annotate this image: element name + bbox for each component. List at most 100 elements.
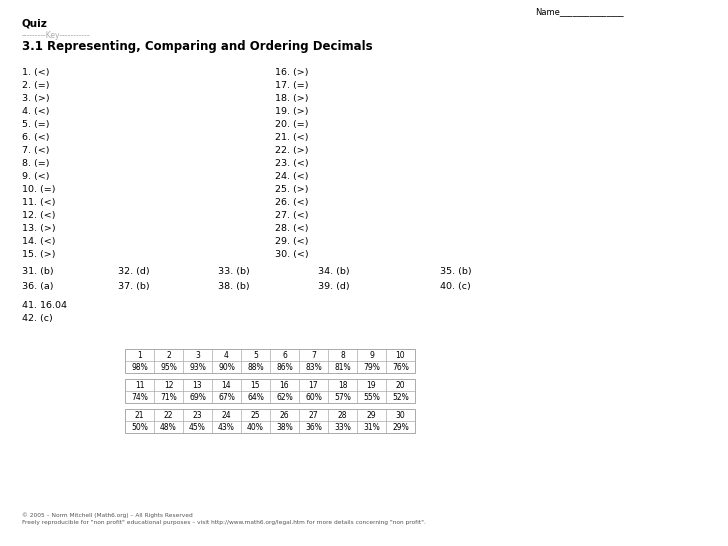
Text: 83%: 83% — [305, 363, 322, 371]
Text: 6: 6 — [282, 351, 287, 359]
Text: 10. (=): 10. (=) — [22, 185, 55, 194]
Text: 3.1 Representing, Comparing and Ordering Decimals: 3.1 Representing, Comparing and Ordering… — [22, 40, 373, 53]
Text: 60%: 60% — [305, 393, 322, 401]
Text: 15: 15 — [250, 381, 261, 389]
Text: 26: 26 — [280, 411, 289, 419]
Text: 12: 12 — [164, 381, 173, 389]
Text: 88%: 88% — [248, 363, 264, 371]
Text: 95%: 95% — [160, 363, 177, 371]
Text: 7. (<): 7. (<) — [22, 146, 50, 155]
Text: © 2005 – Norm Mitchell (Math6.org) – All Rights Reserved: © 2005 – Norm Mitchell (Math6.org) – All… — [22, 512, 193, 518]
Text: 93%: 93% — [189, 363, 206, 371]
Text: 57%: 57% — [334, 393, 351, 401]
Text: 71%: 71% — [160, 393, 177, 401]
Text: 11: 11 — [135, 381, 144, 389]
Text: 25. (>): 25. (>) — [275, 185, 309, 194]
Text: 20. (=): 20. (=) — [275, 120, 309, 129]
Text: 3. (>): 3. (>) — [22, 94, 50, 103]
Text: 32. (d): 32. (d) — [118, 267, 150, 276]
Text: 4: 4 — [224, 351, 229, 359]
Text: 67%: 67% — [218, 393, 235, 401]
Text: 6. (<): 6. (<) — [22, 133, 50, 142]
Text: 15. (>): 15. (>) — [22, 250, 55, 259]
Bar — [125, 409, 415, 433]
Text: 29%: 29% — [392, 423, 409, 431]
Text: 55%: 55% — [363, 393, 380, 401]
Text: 27. (<): 27. (<) — [275, 211, 309, 220]
Text: 24: 24 — [222, 411, 232, 419]
Text: 8: 8 — [340, 351, 345, 359]
Text: 38%: 38% — [276, 423, 293, 431]
Text: 13. (>): 13. (>) — [22, 224, 55, 233]
Text: 64%: 64% — [247, 393, 264, 401]
Text: 31%: 31% — [363, 423, 380, 431]
Text: 40. (c): 40. (c) — [440, 282, 471, 291]
Text: 86%: 86% — [276, 363, 293, 371]
Bar — [125, 349, 415, 373]
Text: 43%: 43% — [218, 423, 235, 431]
Text: 12. (<): 12. (<) — [22, 211, 55, 220]
Text: 5: 5 — [253, 351, 258, 359]
Text: 98%: 98% — [131, 363, 148, 371]
Text: 10: 10 — [396, 351, 405, 359]
Text: 29. (<): 29. (<) — [275, 237, 309, 246]
Text: 7: 7 — [311, 351, 316, 359]
Text: 17. (=): 17. (=) — [275, 81, 309, 90]
Text: 45%: 45% — [189, 423, 206, 431]
Text: 14. (<): 14. (<) — [22, 237, 55, 246]
Text: Freely reproducible for "non profit" educational purposes – visit http://www.mat: Freely reproducible for "non profit" edu… — [22, 520, 426, 525]
Text: 79%: 79% — [363, 363, 380, 371]
Text: 1. (<): 1. (<) — [22, 68, 50, 77]
Text: 23: 23 — [193, 411, 202, 419]
Text: 33. (b): 33. (b) — [218, 267, 250, 276]
Text: 2: 2 — [166, 351, 171, 359]
Text: 39. (d): 39. (d) — [318, 282, 349, 291]
Text: 38. (b): 38. (b) — [218, 282, 250, 291]
Text: 22. (>): 22. (>) — [275, 146, 309, 155]
Text: 28: 28 — [338, 411, 347, 419]
Text: Name_______________: Name_______________ — [535, 7, 624, 16]
Text: 16. (>): 16. (>) — [275, 68, 309, 77]
Text: 18: 18 — [338, 381, 347, 389]
Text: 74%: 74% — [131, 393, 148, 401]
Text: 19: 19 — [367, 381, 376, 389]
Text: 9: 9 — [369, 351, 374, 359]
Text: 36%: 36% — [305, 423, 322, 431]
Bar — [125, 379, 415, 403]
Text: 34. (b): 34. (b) — [318, 267, 349, 276]
Text: ---------Key-----------: ---------Key----------- — [22, 31, 90, 40]
Text: 33%: 33% — [334, 423, 351, 431]
Text: 16: 16 — [280, 381, 289, 389]
Text: 24. (<): 24. (<) — [275, 172, 309, 181]
Text: 23. (<): 23. (<) — [275, 159, 309, 168]
Text: 3: 3 — [195, 351, 200, 359]
Text: 42. (c): 42. (c) — [22, 314, 52, 323]
Text: 2. (=): 2. (=) — [22, 81, 50, 90]
Text: 50%: 50% — [131, 423, 148, 431]
Text: 48%: 48% — [160, 423, 177, 431]
Text: 20: 20 — [396, 381, 405, 389]
Text: 52%: 52% — [392, 393, 409, 401]
Text: 29: 29 — [367, 411, 376, 419]
Text: 19. (>): 19. (>) — [275, 107, 309, 116]
Text: 36. (a): 36. (a) — [22, 282, 53, 291]
Text: 81%: 81% — [334, 363, 351, 371]
Text: 13: 13 — [193, 381, 202, 389]
Text: 8. (=): 8. (=) — [22, 159, 50, 168]
Text: 31. (b): 31. (b) — [22, 267, 54, 276]
Text: 37. (b): 37. (b) — [118, 282, 150, 291]
Text: 35. (b): 35. (b) — [440, 267, 472, 276]
Text: 4. (<): 4. (<) — [22, 107, 50, 116]
Text: 1: 1 — [137, 351, 142, 359]
Text: 90%: 90% — [218, 363, 235, 371]
Text: 17: 17 — [309, 381, 318, 389]
Text: 28. (<): 28. (<) — [275, 224, 309, 233]
Text: 69%: 69% — [189, 393, 206, 401]
Text: 14: 14 — [222, 381, 232, 389]
Text: 25: 25 — [250, 411, 261, 419]
Text: 9. (<): 9. (<) — [22, 172, 50, 181]
Text: 11. (<): 11. (<) — [22, 198, 55, 207]
Text: 40%: 40% — [247, 423, 264, 431]
Text: 21. (<): 21. (<) — [275, 133, 309, 142]
Text: 76%: 76% — [392, 363, 409, 371]
